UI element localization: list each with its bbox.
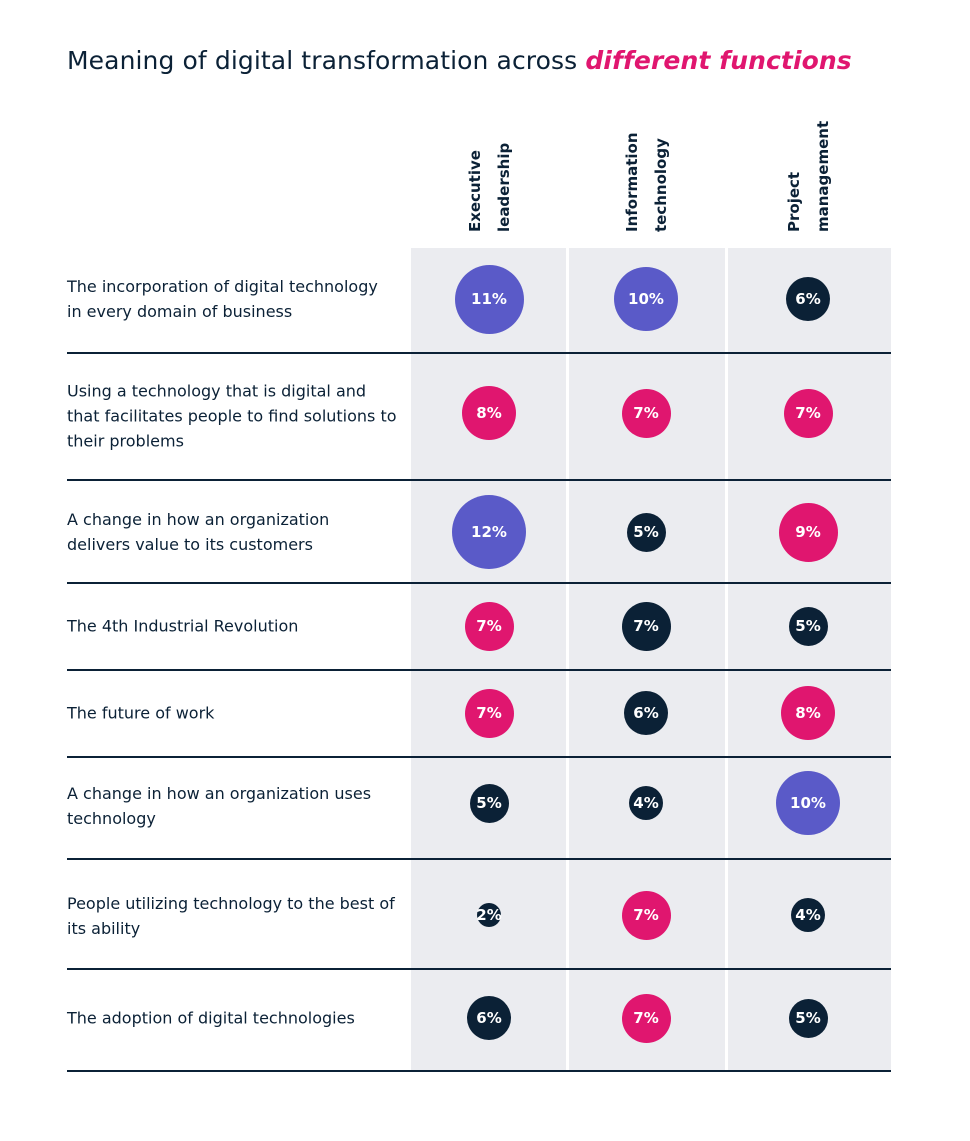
bubble: 10% bbox=[614, 267, 678, 331]
bubble: 4% bbox=[791, 898, 825, 932]
bubble-value: 5% bbox=[633, 523, 659, 541]
bubble-value: 4% bbox=[633, 794, 659, 812]
row-divider bbox=[67, 352, 891, 354]
bubble: 9% bbox=[778, 502, 838, 562]
bubble: 7% bbox=[621, 388, 671, 438]
column-header-label: Project management bbox=[785, 120, 832, 232]
bubble: 5% bbox=[469, 783, 509, 823]
chart-title-prefix: Meaning of digital transformation across bbox=[67, 46, 586, 75]
bubble-value: 5% bbox=[795, 617, 821, 635]
row-label: The adoption of digital technologies bbox=[67, 1008, 355, 1028]
row-divider bbox=[67, 858, 891, 860]
bubble-value: 7% bbox=[795, 404, 821, 422]
column-header-label: Executive leadership bbox=[466, 142, 513, 232]
bubble-value: 7% bbox=[633, 1009, 659, 1027]
bubble: 5% bbox=[788, 606, 828, 646]
row-label: The future of work bbox=[67, 703, 215, 723]
bubble-value: 7% bbox=[476, 617, 502, 635]
bubble: 7% bbox=[621, 993, 671, 1043]
bubble-value: 10% bbox=[628, 290, 664, 308]
bubble: 12% bbox=[452, 495, 526, 569]
row-divider bbox=[67, 582, 891, 584]
bubble: 7% bbox=[621, 890, 671, 940]
bubble-value: 11% bbox=[471, 290, 507, 308]
row-label: The incorporation of digital technology … bbox=[67, 277, 378, 321]
chart-title: Meaning of digital transformation across… bbox=[67, 46, 852, 75]
bubble: 6% bbox=[624, 691, 668, 735]
row-label: Using a technology that is digital and t… bbox=[67, 381, 397, 451]
bubble: 6% bbox=[467, 996, 511, 1040]
bubble: 2% bbox=[476, 903, 502, 927]
chart-title-highlight: different functions bbox=[585, 46, 852, 75]
bubble-value: 7% bbox=[633, 617, 659, 635]
bubble-value: 6% bbox=[633, 704, 659, 722]
bubble-value: 2% bbox=[476, 906, 502, 924]
row-label: The 4th Industrial Revolution bbox=[67, 616, 299, 636]
bubble: 7% bbox=[621, 601, 671, 651]
bubble-value: 8% bbox=[795, 704, 821, 722]
bubble-value: 7% bbox=[633, 404, 659, 422]
row-divider bbox=[67, 479, 891, 481]
bubble: 8% bbox=[462, 386, 516, 440]
column-header-label: Information technology bbox=[623, 132, 670, 232]
bubble: 5% bbox=[626, 512, 666, 552]
bubble-value: 7% bbox=[476, 704, 502, 722]
row-label: A change in how an organization delivers… bbox=[67, 510, 330, 554]
bubble: 11% bbox=[454, 264, 524, 334]
bubble: 7% bbox=[464, 688, 514, 738]
row-divider bbox=[67, 968, 891, 970]
bubble-value: 4% bbox=[795, 906, 821, 924]
bubble-value: 6% bbox=[476, 1009, 502, 1027]
bubble: 5% bbox=[788, 998, 828, 1038]
bubble-value: 9% bbox=[795, 523, 821, 541]
bubble: 4% bbox=[629, 786, 663, 820]
bubble-value: 5% bbox=[476, 794, 502, 812]
bubble: 10% bbox=[776, 771, 840, 835]
bubble-value: 12% bbox=[471, 523, 507, 541]
bubble-value: 5% bbox=[795, 1009, 821, 1027]
bubble-value: 6% bbox=[795, 290, 821, 308]
column-background-executive bbox=[411, 248, 566, 1071]
column-background-it bbox=[569, 248, 725, 1071]
column-background-pm bbox=[728, 248, 891, 1071]
bubble: 8% bbox=[781, 686, 835, 740]
bubble: 7% bbox=[464, 601, 514, 651]
row-label: People utilizing technology to the best … bbox=[67, 894, 395, 938]
bubble: 7% bbox=[783, 388, 833, 438]
bubble: 6% bbox=[786, 277, 830, 321]
bubble-value: 7% bbox=[633, 906, 659, 924]
row-label: A change in how an organization uses tec… bbox=[67, 784, 372, 828]
row-divider bbox=[67, 756, 891, 758]
bubble-value: 8% bbox=[476, 404, 502, 422]
bubble-value: 10% bbox=[790, 794, 826, 812]
row-divider-bottom bbox=[67, 1070, 891, 1072]
row-divider bbox=[67, 669, 891, 671]
